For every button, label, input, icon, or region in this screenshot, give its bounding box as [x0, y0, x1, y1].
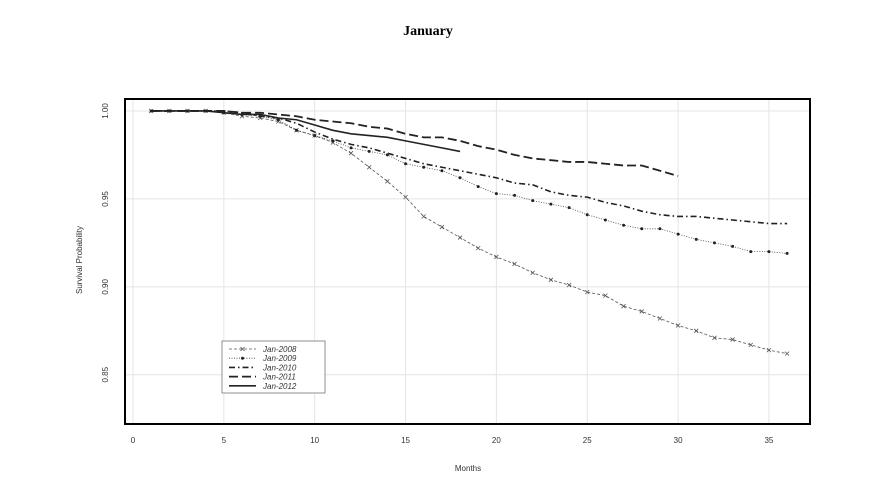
- data-point: [385, 179, 390, 184]
- data-point: [675, 323, 681, 328]
- data-point: [749, 250, 753, 254]
- x-axis-label: Months: [455, 464, 481, 473]
- data-point: [658, 227, 662, 231]
- legend-label: Jan-2009: [262, 354, 297, 363]
- data-point: [512, 261, 517, 267]
- data-point: [730, 337, 735, 342]
- data-point: [494, 254, 499, 260]
- x-axis-ticks: 0 5 10 15 20 25 30 35: [131, 436, 774, 445]
- data-point: [785, 251, 789, 255]
- data-point: [440, 169, 444, 173]
- data-point: [693, 328, 699, 334]
- data-point: [403, 194, 408, 200]
- data-point: [585, 213, 589, 217]
- data-point: [548, 277, 554, 283]
- data-point: [603, 293, 608, 298]
- data-point: [766, 347, 772, 353]
- legend-marker: [240, 346, 245, 352]
- grid: [125, 99, 810, 424]
- x-tick-label: 5: [222, 436, 227, 445]
- legend-label: Jan-2008: [262, 345, 297, 354]
- series-line-Jan-2012: [151, 110, 461, 153]
- data-point: [767, 250, 771, 254]
- data-point: [476, 185, 480, 189]
- data-point: [639, 309, 645, 314]
- data-point: [421, 214, 426, 219]
- data-point: [622, 223, 626, 227]
- legend-label: Jan-2011: [262, 373, 296, 382]
- data-point: [549, 202, 553, 206]
- legend-label: Jan-2012: [262, 382, 297, 391]
- data-point: [694, 237, 698, 241]
- data-point: [567, 206, 571, 210]
- data-point: [748, 342, 754, 348]
- y-tick-label: 0.85: [101, 366, 110, 382]
- data-point: [331, 139, 335, 143]
- data-point: [531, 199, 535, 203]
- chart-title: January: [403, 24, 453, 39]
- data-point: [295, 128, 299, 132]
- data-point: [530, 270, 536, 276]
- legend-marker: [241, 356, 244, 360]
- y-tick-label: 0.95: [101, 191, 110, 207]
- data-point: [621, 303, 626, 309]
- y-axis-ticks: 0.85 0.90 0.95 1.00: [101, 103, 110, 383]
- x-tick-label: 30: [674, 436, 683, 445]
- data-point: [458, 176, 462, 180]
- series-line-Jan-2008: [151, 110, 788, 355]
- data-point: [494, 192, 498, 196]
- data-point: [367, 149, 371, 153]
- series-line-Jan-2010: [151, 110, 788, 225]
- data-point: [676, 232, 680, 236]
- data-point: [422, 165, 426, 169]
- y-tick-label: 0.90: [101, 278, 110, 294]
- series-line-Jan-2009: [151, 110, 788, 254]
- y-axis-label: Survival Probability: [75, 226, 84, 294]
- data-point: [566, 282, 572, 288]
- data-point: [584, 289, 590, 295]
- x-tick-label: 25: [583, 436, 592, 445]
- data-point: [439, 224, 445, 230]
- data-point: [475, 245, 481, 251]
- legend-label: Jan-2010: [262, 363, 297, 372]
- data-point: [404, 162, 408, 166]
- data-point: [313, 134, 317, 138]
- x-tick-label: 15: [401, 436, 410, 445]
- y-tick-label: 1.00: [101, 103, 110, 119]
- data-point: [366, 164, 372, 170]
- plot-frame: [124, 98, 811, 425]
- data-point: [276, 118, 280, 122]
- data-point: [640, 227, 644, 231]
- series-line-Jan-2011: [151, 110, 679, 177]
- data-point: [603, 218, 607, 222]
- data-point: [784, 351, 790, 356]
- data-point: [457, 235, 463, 240]
- data-point: [349, 146, 353, 150]
- data-point: [712, 335, 717, 341]
- data-point: [657, 316, 663, 321]
- data-point: [731, 244, 735, 248]
- x-tick-label: 10: [310, 436, 319, 445]
- x-tick-label: 20: [492, 436, 501, 445]
- x-tick-label: 0: [131, 436, 136, 445]
- data-point: [712, 241, 716, 245]
- series-lines: [148, 108, 790, 356]
- x-tick-label: 35: [764, 436, 773, 445]
- data-point: [513, 193, 517, 197]
- data-point: [348, 150, 354, 156]
